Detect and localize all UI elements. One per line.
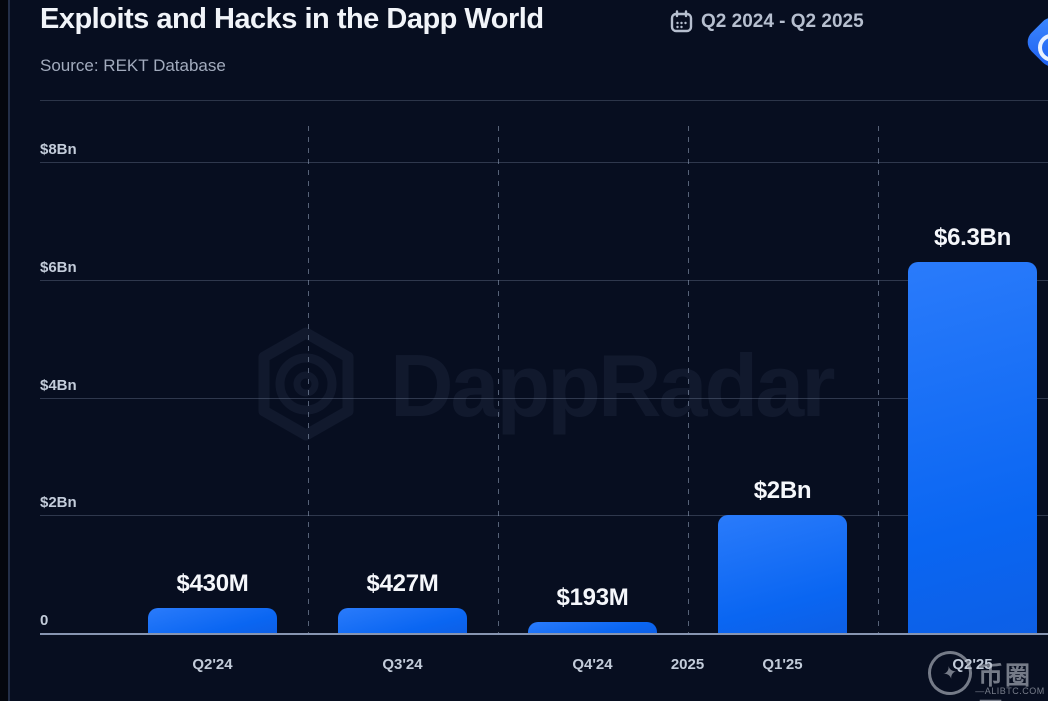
y-axis-label-2bn: $2Bn	[40, 494, 77, 512]
x-axis-year-divider-label: 2025	[670, 656, 705, 673]
site-watermark-domain: —ALIBTC.COM—	[975, 686, 1045, 701]
quarter-separator-4	[877, 126, 879, 633]
y-axis-label-6bn: $6Bn	[40, 258, 77, 276]
x-axis-label-Q3'24: Q3'24	[382, 656, 423, 673]
y-gridline-8bn	[40, 162, 1048, 163]
page-title: Exploits and Hacks in the Dapp World	[40, 3, 544, 35]
quarter-separator-3	[687, 126, 689, 633]
bar-value-label-Q3'24: $427M	[366, 569, 439, 597]
bar-Q3'24	[338, 607, 467, 633]
y-gridline-2bn	[40, 515, 1048, 517]
bar-value-label-Q2'25: $6.3Bn	[934, 224, 1011, 252]
quarter-separator-2	[497, 126, 499, 633]
dappradar-watermark: DappRadar	[252, 327, 835, 446]
source-label: Source: REKT Database	[40, 56, 226, 75]
bar-value-label-Q2'24: $430M	[176, 569, 249, 597]
dappradar-watermark-icon	[252, 327, 360, 446]
bar-Q2'24	[148, 607, 277, 633]
bar-value-label-Q1'25: $2Bn	[753, 477, 812, 505]
chart-top-border	[40, 100, 1048, 101]
page-left-strip	[0, 0, 8, 701]
calendar-icon	[670, 10, 693, 34]
bar-Q1'25	[718, 515, 847, 633]
page-left-edge	[8, 0, 10, 701]
y-axis-label-4bn: $4Bn	[40, 376, 77, 394]
bar-Q4'24	[528, 621, 657, 633]
site-watermark-logo: ✦	[923, 646, 977, 700]
y-gridline-4bn	[40, 397, 1048, 399]
date-range-chip: Q2 2024 - Q2 2025	[670, 8, 864, 36]
y-gridline-6bn	[40, 279, 1048, 281]
bar-value-label-Q4'24: $193M	[556, 583, 629, 611]
dappradar-watermark-text: DappRadar	[390, 336, 835, 435]
x-axis-label-Q2'25: Q2'25	[952, 656, 993, 673]
date-range-label: Q2 2024 - Q2 2025	[701, 11, 864, 32]
x-axis-label-Q2'24: Q2'24	[192, 656, 233, 673]
x-axis-baseline	[40, 633, 1048, 635]
y-axis-label-8bn: $8Bn	[40, 141, 77, 158]
y-axis-label-0bn: 0	[40, 612, 49, 629]
x-axis-label-Q4'24: Q4'24	[572, 656, 613, 673]
quarter-separator-1	[307, 126, 309, 633]
dappradar-logo[interactable]	[1022, 12, 1048, 72]
x-axis-label-Q1'25: Q1'25	[762, 656, 803, 673]
bar-Q2'25	[908, 262, 1037, 633]
